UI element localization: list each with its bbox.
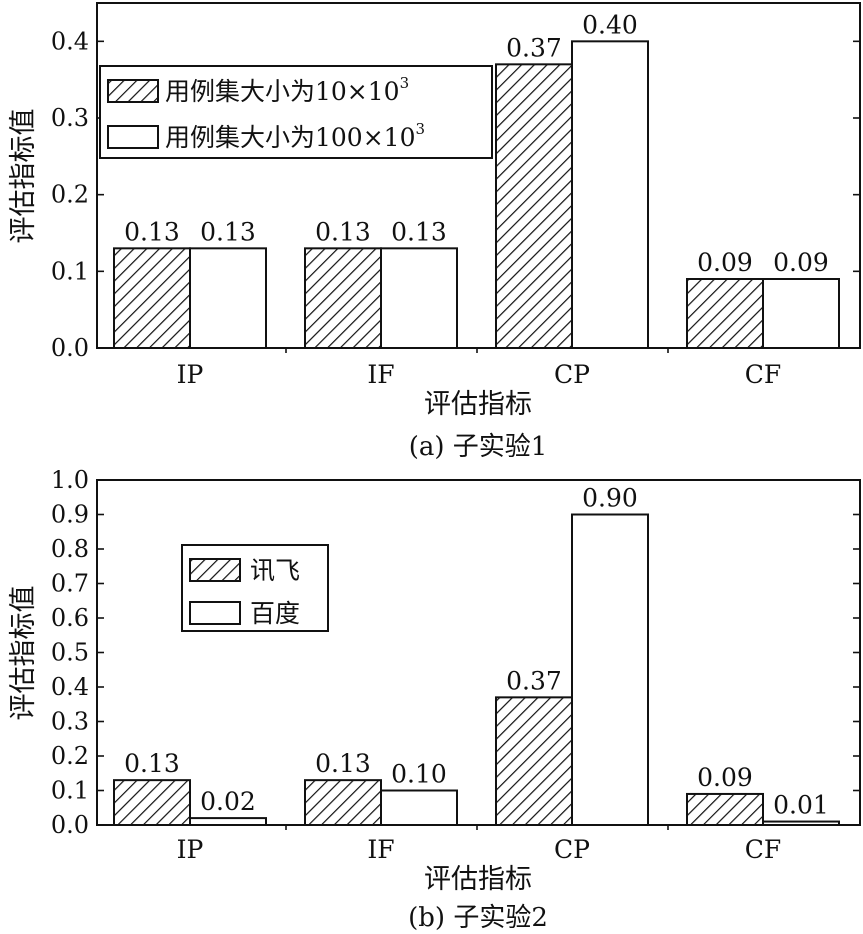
bar-series1 (686, 278, 764, 349)
y-tick-label: 0.1 (51, 777, 89, 805)
bar-value-label: 0.01 (773, 791, 829, 820)
bar-value-label: 0.09 (773, 248, 829, 277)
bar-series1 (686, 792, 764, 827)
bar-value-label: 0.13 (315, 749, 371, 778)
y-tick-label: 0.2 (51, 742, 89, 770)
legend-swatch (189, 558, 241, 582)
bar-value-label: 0.09 (697, 248, 753, 277)
bar-series2 (380, 789, 458, 826)
bar-value-label: 0.09 (697, 763, 753, 792)
bar-series1 (113, 247, 191, 349)
legend-box (99, 65, 493, 159)
y-tick-label: 0.3 (51, 708, 89, 736)
y-tick-label: 1.0 (51, 466, 89, 494)
x-category-label: IF (367, 360, 394, 389)
bar-series2 (762, 820, 840, 826)
bar-value-label: 0.13 (124, 217, 180, 246)
bar-series2 (189, 247, 267, 349)
x-axis-label-b: 评估指标 (424, 864, 532, 895)
y-tick-label: 0.8 (51, 535, 89, 563)
legend-a: 用例集大小为10×103 用例集大小为100×103 (99, 65, 493, 159)
legend-label: 讯飞 (250, 556, 300, 585)
legend-swatch (107, 79, 159, 103)
y-tick-label: 0.2 (51, 181, 89, 209)
bar-series1 (495, 63, 573, 349)
x-category-label: CP (554, 360, 590, 389)
bar-value-label: 0.40 (582, 10, 638, 39)
bar-series2 (571, 40, 649, 349)
x-category-label: CF (745, 360, 781, 389)
x-axis-ticks-b: IP IF CP CF (177, 819, 781, 864)
y-axis-ticks-a: 0.0 0.1 0.2 0.3 0.4 (51, 27, 860, 362)
legend-label: 用例集大小为10×103 (165, 74, 409, 106)
bar-value-label: 0.13 (391, 217, 447, 246)
legend-swatch (107, 125, 159, 149)
y-tick-label: 0.9 (51, 501, 89, 529)
bar-value-label: 0.02 (200, 787, 256, 816)
x-axis-label-a: 评估指标 (424, 389, 532, 420)
caption-b: (b) 子实验2 (408, 903, 548, 933)
bar-series2 (762, 278, 840, 349)
bar-series1 (304, 247, 382, 349)
bar-value-label: 0.37 (506, 666, 562, 695)
chart-panel-b: 0.0 0.1 0.2 0.3 0.4 0.5 0.6 0.7 0.8 0.9 1.0 IP IF CP… (8, 466, 861, 933)
bars-b (113, 513, 840, 827)
bar-value-label: 0.13 (315, 217, 371, 246)
plot-frame-a (96, 2, 861, 349)
y-tick-label: 0.1 (51, 257, 89, 285)
legend-swatch (189, 601, 241, 625)
bar-value-label: 0.13 (124, 749, 180, 778)
x-category-label: CP (554, 835, 590, 864)
bar-value-label: 0.90 (582, 484, 638, 513)
bar-value-label: 0.37 (506, 33, 562, 62)
value-labels-a: 0.13 0.13 0.37 0.09 0.13 0.13 0.40 0.09 (124, 10, 829, 277)
y-tick-label: 0.7 (51, 570, 89, 598)
x-category-label: CF (745, 835, 781, 864)
legend-label: 用例集大小为100×103 (165, 120, 425, 152)
y-tick-label: 0.3 (51, 104, 89, 132)
bar-series2 (189, 817, 267, 826)
y-tick-label: 0.0 (51, 334, 89, 362)
y-axis-label-b: 评估指标值 (8, 586, 39, 721)
x-category-label: IP (177, 835, 204, 864)
x-category-label: IF (367, 835, 394, 864)
y-tick-label: 0.4 (51, 27, 89, 55)
bar-series1 (495, 696, 573, 826)
y-tick-label: 0.6 (51, 604, 89, 632)
bar-series1 (304, 779, 382, 827)
bar-series1 (113, 779, 191, 827)
legend-label: 百度 (250, 599, 300, 628)
y-tick-label: 0.5 (51, 639, 89, 667)
bar-value-label: 0.10 (391, 760, 447, 789)
x-axis-ticks-a: IP IF CP CF (177, 342, 781, 389)
chart-panel-a: 0.00.10.20.30.4 IP IF CP CF 0.13 0.130.370.0… (8, 2, 861, 462)
y-axis-label-a: 评估指标值 (8, 109, 39, 244)
value-labels-b: 0.13 0.13 0.37 0.09 0.02 0.10 0.90 0.01 (124, 484, 829, 820)
y-axis-ticks-b: 0.0 0.1 0.2 0.3 0.4 0.5 0.6 0.7 0.8 0.9 1.0 (51, 466, 860, 839)
bars-a (113, 40, 840, 349)
y-tick-label: 0.4 (51, 673, 89, 701)
bar-series2 (380, 247, 458, 349)
bar-series2 (571, 513, 649, 826)
bar-value-label: 0.13 (200, 217, 256, 246)
x-category-label: IP (177, 360, 204, 389)
caption-a: (a) 子实验1 (409, 432, 548, 462)
y-tick-label: 0.0 (51, 811, 89, 839)
